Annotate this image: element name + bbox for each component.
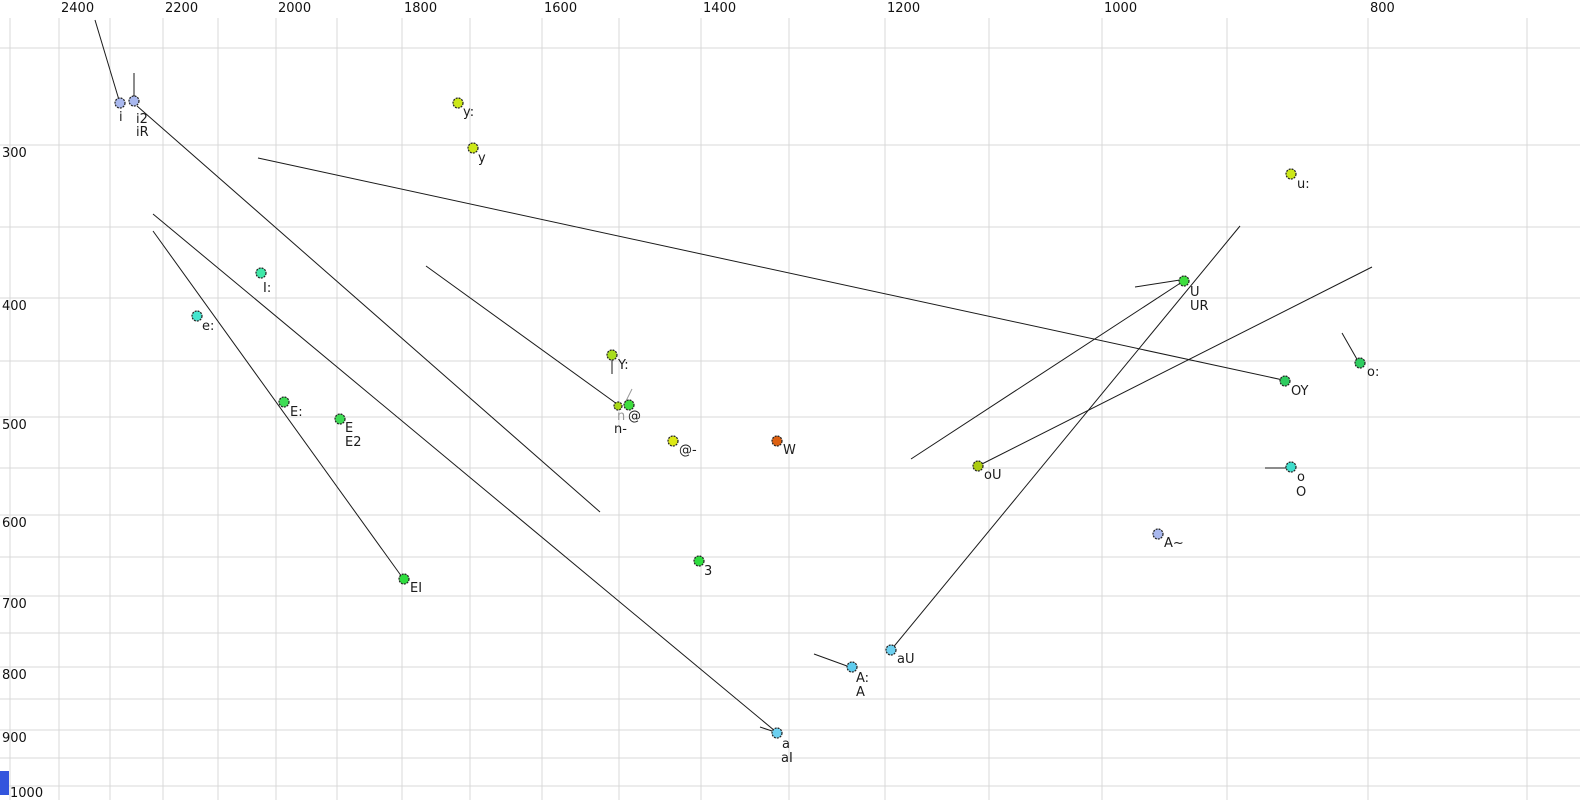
vowel-label-o-O-1: O (1296, 485, 1306, 500)
vowel-label-I-long-0: I: (263, 281, 271, 296)
traj-n (425, 265, 618, 405)
traj-EI (152, 230, 403, 578)
x-axis-tick-1600: 1600 (544, 1, 577, 16)
vowel-point-E-long[interactable] (278, 396, 290, 408)
vowel-point-y[interactable] (467, 142, 479, 154)
y-axis-tick-800: 800 (2, 668, 27, 683)
x-axis-tick-2000: 2000 (278, 1, 311, 16)
traj-iR (136, 105, 601, 513)
vowel-point-a-aI[interactable] (771, 727, 783, 739)
traj-o-long-short (1341, 332, 1359, 362)
y-axis-tick-500: 500 (2, 418, 27, 433)
traj-schwa-short (624, 388, 633, 404)
vowel-label-E-E2-1: E2 (345, 435, 362, 450)
vowel-point-W[interactable] (771, 435, 783, 447)
vowel-point-aU[interactable] (885, 644, 897, 656)
y-axis-tick-600: 600 (2, 516, 27, 531)
traj-U-long (910, 281, 1183, 460)
vowel-label-3-0: 3 (704, 564, 712, 579)
x-axis-tick-800: 800 (1370, 1, 1395, 16)
vowel-point-U-UR[interactable] (1178, 275, 1190, 287)
vowel-label-W-0: W (783, 443, 796, 458)
traj-A-short (813, 653, 848, 667)
vowel-point-u-long[interactable] (1285, 168, 1297, 180)
vowel-point-A-long-A[interactable] (846, 661, 858, 673)
vowel-point-o-O[interactable] (1285, 461, 1297, 473)
vowel-label-E-E2-0: E (345, 421, 353, 436)
x-axis-tick-2400: 2400 (61, 1, 94, 16)
vowel-point-Y-long[interactable] (606, 349, 618, 361)
vowel-label-i2-iR-1: iR (136, 125, 149, 140)
vowel-point-y-long[interactable] (452, 97, 464, 109)
vowel-point-@-[interactable] (667, 435, 679, 447)
corner-marker (0, 771, 9, 795)
vowel-label-A-nasal-0: A~ (1164, 536, 1184, 551)
traj-OY (257, 157, 1284, 381)
vowel-point-@[interactable] (623, 399, 635, 411)
vowel-label-Y-long-0: Y: (617, 358, 629, 373)
traj-oU (977, 266, 1373, 467)
vowel-label-y-0: y (478, 151, 486, 166)
vowel-label-a-aI-1: aI (781, 751, 793, 766)
x-axis-tick-1400: 1400 (703, 1, 736, 16)
vowel-point-oU[interactable] (972, 460, 984, 472)
vowel-point-i[interactable] (114, 97, 126, 109)
traj-i (94, 19, 120, 101)
vowel-point-e-long[interactable] (191, 310, 203, 322)
x-axis-tick-1200: 1200 (887, 1, 920, 16)
vowel-point-EI[interactable] (398, 573, 410, 585)
vowel-label-U-UR-0: U (1190, 285, 1200, 300)
vowel-label-y-long-0: y: (463, 105, 474, 120)
x-axis-tick-1800: 1800 (404, 1, 437, 16)
traj-aU (890, 225, 1241, 651)
y-axis-tick-900: 900 (2, 731, 27, 746)
vowel-label-A-long-A-0: A: (856, 671, 869, 686)
vowel-label-i-0: i (119, 110, 123, 125)
y-axis-tick-300: 300 (2, 146, 27, 161)
traj-UR-short (1134, 279, 1181, 288)
vowel-label-EI-0: EI (410, 581, 422, 596)
vowel-point-E-E2[interactable] (334, 413, 346, 425)
vowel-label-oU-0: oU (984, 468, 1001, 483)
vowel-label-i2-iR-0: i2 (136, 112, 148, 127)
vowel-point-o-long[interactable] (1354, 357, 1366, 369)
vowel-label-u-long-0: u: (1297, 177, 1310, 192)
vowel-point-OY[interactable] (1279, 375, 1291, 387)
vowel-label-o-O-0: o (1297, 470, 1305, 485)
traj-a-short (759, 726, 773, 732)
y-axis-tick-700: 700 (2, 597, 27, 612)
vowel-label-U-UR-1: UR (1190, 299, 1209, 314)
vowel-label-@-0: @ (628, 409, 641, 424)
vowel-label-o-long-0: o: (1367, 365, 1379, 380)
vowel-point-3[interactable] (693, 555, 705, 567)
vowel-label-n--0: n (617, 409, 625, 424)
traj-aI (152, 213, 776, 732)
vowel-label-a-aI-0: a (782, 737, 790, 752)
y-axis-tick-400: 400 (2, 299, 27, 314)
vowel-point-A-nasal[interactable] (1152, 528, 1164, 540)
vowel-label-E-long-0: E: (290, 405, 303, 420)
y-axis-tick-1000: 1000 (10, 786, 43, 800)
x-axis-tick-1000: 1000 (1104, 1, 1137, 16)
x-axis-tick-2200: 2200 (165, 1, 198, 16)
vowel-label-aU-0: aU (897, 652, 914, 667)
vowel-label-A-long-A-1: A (856, 685, 865, 700)
vowel-point-i2-iR[interactable] (128, 95, 140, 107)
vowel-label-@--0: @- (679, 443, 697, 458)
vowel-point-n-[interactable] (613, 401, 623, 411)
vowel-label-e-long-0: e: (202, 319, 214, 334)
vowel-label-n--1: n- (614, 422, 627, 437)
vowel-point-I-long[interactable] (255, 267, 267, 279)
vowel-label-OY-0: OY (1291, 384, 1309, 399)
